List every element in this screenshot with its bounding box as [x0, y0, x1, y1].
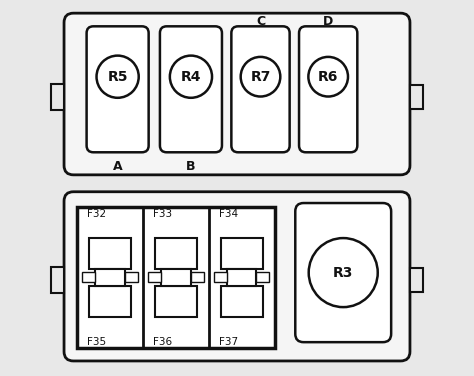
- Bar: [410, 85, 423, 109]
- Bar: [51, 267, 64, 293]
- Circle shape: [97, 56, 139, 98]
- FancyBboxPatch shape: [64, 192, 410, 361]
- Bar: [95, 269, 125, 286]
- Text: R7: R7: [250, 70, 271, 84]
- Bar: [227, 269, 256, 286]
- FancyBboxPatch shape: [295, 203, 391, 342]
- Text: C: C: [256, 15, 265, 28]
- Bar: [220, 286, 263, 317]
- FancyBboxPatch shape: [87, 26, 149, 152]
- Circle shape: [170, 56, 212, 98]
- FancyBboxPatch shape: [64, 13, 410, 175]
- Circle shape: [241, 57, 280, 97]
- FancyBboxPatch shape: [160, 26, 222, 152]
- Bar: [148, 272, 161, 282]
- Text: F34: F34: [219, 209, 238, 218]
- Bar: [256, 272, 269, 282]
- Bar: [161, 269, 191, 286]
- FancyBboxPatch shape: [299, 26, 357, 152]
- Text: R5: R5: [108, 70, 128, 84]
- Bar: [410, 268, 423, 292]
- FancyBboxPatch shape: [231, 26, 290, 152]
- Text: F32: F32: [87, 209, 106, 218]
- Bar: [155, 238, 197, 269]
- Text: B: B: [186, 160, 196, 173]
- Text: R4: R4: [181, 70, 201, 84]
- Text: R6: R6: [318, 70, 338, 84]
- Bar: [220, 238, 263, 269]
- Bar: [89, 286, 131, 317]
- Text: F37: F37: [219, 337, 238, 347]
- Bar: [214, 272, 227, 282]
- Bar: [125, 272, 138, 282]
- Bar: [51, 84, 64, 111]
- Circle shape: [309, 238, 378, 307]
- Text: A: A: [113, 160, 122, 173]
- Bar: [82, 272, 95, 282]
- Text: F35: F35: [87, 337, 106, 347]
- Text: D: D: [323, 15, 333, 28]
- Bar: [191, 272, 203, 282]
- Text: F33: F33: [153, 209, 172, 218]
- Bar: [89, 238, 131, 269]
- Text: F36: F36: [153, 337, 172, 347]
- Bar: [77, 207, 274, 348]
- Circle shape: [309, 57, 348, 97]
- Text: R3: R3: [333, 265, 354, 280]
- Bar: [155, 286, 197, 317]
